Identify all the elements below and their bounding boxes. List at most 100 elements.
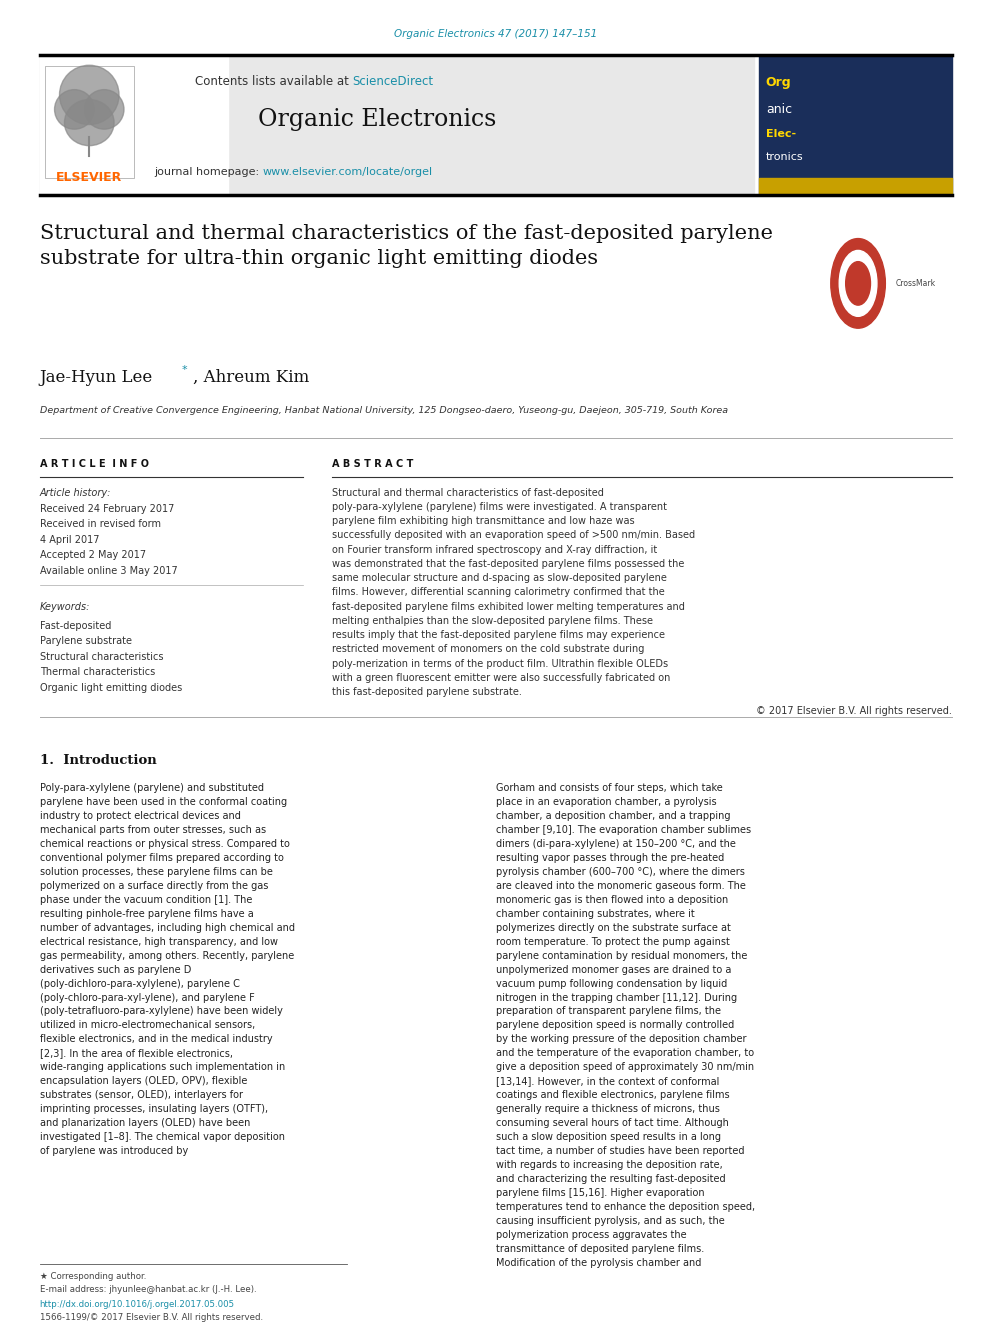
Text: preparation of transparent parylene films, the: preparation of transparent parylene film… [496, 1007, 721, 1016]
Text: 1.  Introduction: 1. Introduction [40, 754, 157, 767]
Text: Thermal characteristics: Thermal characteristics [40, 668, 155, 677]
Ellipse shape [839, 250, 877, 316]
Text: of parylene was introduced by: of parylene was introduced by [40, 1146, 187, 1156]
Text: Organic light emitting diodes: Organic light emitting diodes [40, 683, 182, 693]
Text: utilized in micro-electromechanical sensors,: utilized in micro-electromechanical sens… [40, 1020, 255, 1031]
FancyBboxPatch shape [45, 66, 134, 177]
Text: results imply that the fast-deposited parylene films may experience: results imply that the fast-deposited pa… [332, 630, 666, 640]
Text: Received in revised form: Received in revised form [40, 519, 161, 529]
Text: Structural and thermal characteristics of the fast-deposited parylene
substrate : Structural and thermal characteristics o… [40, 224, 773, 269]
Text: chemical reactions or physical stress. Compared to: chemical reactions or physical stress. C… [40, 839, 290, 849]
Text: restricted movement of monomers on the cold substrate during: restricted movement of monomers on the c… [332, 644, 645, 655]
Text: and characterizing the resulting fast-deposited: and characterizing the resulting fast-de… [496, 1174, 725, 1184]
Text: investigated [1–8]. The chemical vapor deposition: investigated [1–8]. The chemical vapor d… [40, 1132, 285, 1142]
Text: wide-ranging applications such implementation in: wide-ranging applications such implement… [40, 1062, 285, 1073]
Text: http://dx.doi.org/10.1016/j.orgel.2017.05.005: http://dx.doi.org/10.1016/j.orgel.2017.0… [40, 1299, 235, 1308]
Text: resulting vapor passes through the pre-heated: resulting vapor passes through the pre-h… [496, 853, 724, 863]
Text: temperatures tend to enhance the deposition speed,: temperatures tend to enhance the deposit… [496, 1203, 755, 1212]
Text: Department of Creative Convergence Engineering, Hanbat National University, 125 : Department of Creative Convergence Engin… [40, 406, 728, 415]
Text: Structural and thermal characteristics of fast-deposited: Structural and thermal characteristics o… [332, 488, 604, 497]
Bar [40, 56, 754, 194]
Text: © 2017 Elsevier B.V. All rights reserved.: © 2017 Elsevier B.V. All rights reserved… [757, 706, 952, 717]
Text: mechanical parts from outer stresses, such as: mechanical parts from outer stresses, su… [40, 824, 266, 835]
Text: (poly-chloro-para-xyl-ylene), and parylene F: (poly-chloro-para-xyl-ylene), and paryle… [40, 992, 254, 1003]
Text: coatings and flexible electronics, parylene films: coatings and flexible electronics, paryl… [496, 1090, 730, 1101]
Text: resulting pinhole-free parylene films have a: resulting pinhole-free parylene films ha… [40, 909, 253, 918]
Text: parylene films [15,16]. Higher evaporation: parylene films [15,16]. Higher evaporati… [496, 1188, 704, 1199]
Text: industry to protect electrical devices and: industry to protect electrical devices a… [40, 811, 240, 820]
Ellipse shape [845, 262, 871, 306]
Text: nitrogen in the trapping chamber [11,12]. During: nitrogen in the trapping chamber [11,12]… [496, 992, 737, 1003]
Text: number of advantages, including high chemical and: number of advantages, including high che… [40, 922, 295, 933]
Ellipse shape [84, 90, 124, 130]
Text: flexible electronics, and in the medical industry: flexible electronics, and in the medical… [40, 1035, 273, 1044]
Text: pyrolysis chamber (600–700 °C), where the dimers: pyrolysis chamber (600–700 °C), where th… [496, 867, 745, 877]
Text: poly-merization in terms of the product film. Ultrathin flexible OLEDs: poly-merization in terms of the product … [332, 659, 669, 668]
Text: 1566-1199/© 2017 Elsevier B.V. All rights reserved.: 1566-1199/© 2017 Elsevier B.V. All right… [40, 1312, 263, 1322]
Text: tact time, a number of studies have been reported: tact time, a number of studies have been… [496, 1146, 745, 1156]
Text: on Fourier transform infrared spectroscopy and X-ray diffraction, it: on Fourier transform infrared spectrosco… [332, 545, 658, 554]
Text: Jae-Hyun Lee: Jae-Hyun Lee [40, 369, 153, 386]
Text: Elec-: Elec- [766, 130, 796, 139]
Text: anic: anic [766, 103, 792, 116]
Text: causing insufficient pyrolysis, and as such, the: causing insufficient pyrolysis, and as s… [496, 1216, 725, 1226]
Text: melting enthalpies than the slow-deposited parylene films. These: melting enthalpies than the slow-deposit… [332, 615, 654, 626]
Bar [759, 56, 952, 194]
Bar [40, 56, 228, 194]
Text: transmittance of deposited parylene films.: transmittance of deposited parylene film… [496, 1244, 704, 1254]
Text: Modification of the pyrolysis chamber and: Modification of the pyrolysis chamber an… [496, 1258, 701, 1267]
Text: unpolymerized monomer gases are drained to a: unpolymerized monomer gases are drained … [496, 964, 731, 975]
Text: (poly-dichloro-para-xylylene), parylene C: (poly-dichloro-para-xylylene), parylene … [40, 979, 239, 988]
Text: Article history:: Article history: [40, 488, 111, 497]
Text: films. However, differential scanning calorimetry confirmed that the: films. However, differential scanning ca… [332, 587, 665, 597]
Text: fast-deposited parylene films exhibited lower melting temperatures and: fast-deposited parylene films exhibited … [332, 602, 685, 611]
Text: [13,14]. However, in the context of conformal: [13,14]. However, in the context of conf… [496, 1077, 719, 1086]
Text: imprinting processes, insulating layers (OTFT),: imprinting processes, insulating layers … [40, 1105, 268, 1114]
Text: Keywords:: Keywords: [40, 602, 90, 613]
Text: 4 April 2017: 4 April 2017 [40, 534, 99, 545]
Text: ELSEVIER: ELSEVIER [57, 172, 122, 184]
Text: chamber containing substrates, where it: chamber containing substrates, where it [496, 909, 694, 918]
Text: Gorham and consists of four steps, which take: Gorham and consists of four steps, which… [496, 783, 723, 792]
Ellipse shape [64, 99, 114, 146]
Text: vacuum pump following condensation by liquid: vacuum pump following condensation by li… [496, 979, 727, 988]
Text: Fast-deposited: Fast-deposited [40, 620, 111, 631]
Text: chamber [9,10]. The evaporation chamber sublimes: chamber [9,10]. The evaporation chamber … [496, 824, 751, 835]
Text: substrates (sensor, OLED), interlayers for: substrates (sensor, OLED), interlayers f… [40, 1090, 243, 1101]
Text: and the temperature of the evaporation chamber, to: and the temperature of the evaporation c… [496, 1048, 754, 1058]
Text: polymerization process aggravates the: polymerization process aggravates the [496, 1230, 686, 1240]
Text: E-mail address: jhyunlee@hanbat.ac.kr (J.-H. Lee).: E-mail address: jhyunlee@hanbat.ac.kr (J… [40, 1285, 256, 1294]
Text: give a deposition speed of approximately 30 nm/min: give a deposition speed of approximately… [496, 1062, 754, 1073]
Text: phase under the vacuum condition [1]. The: phase under the vacuum condition [1]. Th… [40, 894, 252, 905]
Text: *: * [182, 365, 187, 376]
Text: dimers (di-para-xylylene) at 150–200 °C, and the: dimers (di-para-xylylene) at 150–200 °C,… [496, 839, 736, 849]
Text: Accepted 2 May 2017: Accepted 2 May 2017 [40, 550, 146, 560]
Text: parylene have been used in the conformal coating: parylene have been used in the conformal… [40, 796, 287, 807]
Text: Received 24 February 2017: Received 24 February 2017 [40, 504, 174, 513]
Text: Organic Electronics: Organic Electronics [258, 108, 496, 131]
Text: journal homepage:: journal homepage: [154, 168, 263, 177]
Text: Parylene substrate: Parylene substrate [40, 636, 132, 647]
Text: encapsulation layers (OLED, OPV), flexible: encapsulation layers (OLED, OPV), flexib… [40, 1077, 247, 1086]
Text: A B S T R A C T: A B S T R A C T [332, 459, 414, 468]
Text: parylene film exhibiting high transmittance and low haze was: parylene film exhibiting high transmitta… [332, 516, 635, 527]
Text: consuming several hours of tact time. Although: consuming several hours of tact time. Al… [496, 1118, 729, 1129]
Bar [759, 177, 952, 194]
Text: A R T I C L E  I N F O: A R T I C L E I N F O [40, 459, 149, 468]
Text: polymerizes directly on the substrate surface at: polymerizes directly on the substrate su… [496, 922, 731, 933]
Text: and planarization layers (OLED) have been: and planarization layers (OLED) have bee… [40, 1118, 250, 1129]
Text: , Ahreum Kim: , Ahreum Kim [193, 369, 310, 386]
Text: place in an evaporation chamber, a pyrolysis: place in an evaporation chamber, a pyrol… [496, 796, 716, 807]
Text: same molecular structure and d-spacing as slow-deposited parylene: same molecular structure and d-spacing a… [332, 573, 668, 583]
Text: ScienceDirect: ScienceDirect [352, 75, 434, 89]
Text: conventional polymer films prepared according to: conventional polymer films prepared acco… [40, 853, 284, 863]
Text: parylene deposition speed is normally controlled: parylene deposition speed is normally co… [496, 1020, 734, 1031]
Text: are cleaved into the monomeric gaseous form. The: are cleaved into the monomeric gaseous f… [496, 881, 746, 890]
Text: by the working pressure of the deposition chamber: by the working pressure of the depositio… [496, 1035, 747, 1044]
Text: was demonstrated that the fast-deposited parylene films possessed the: was demonstrated that the fast-deposited… [332, 558, 684, 569]
Text: Structural characteristics: Structural characteristics [40, 652, 163, 662]
Text: polymerized on a surface directly from the gas: polymerized on a surface directly from t… [40, 881, 268, 890]
Text: monomeric gas is then flowed into a deposition: monomeric gas is then flowed into a depo… [496, 894, 728, 905]
Text: (poly-tetrafluoro-para-xylylene) have been widely: (poly-tetrafluoro-para-xylylene) have be… [40, 1007, 283, 1016]
Text: gas permeability, among others. Recently, parylene: gas permeability, among others. Recently… [40, 951, 294, 960]
